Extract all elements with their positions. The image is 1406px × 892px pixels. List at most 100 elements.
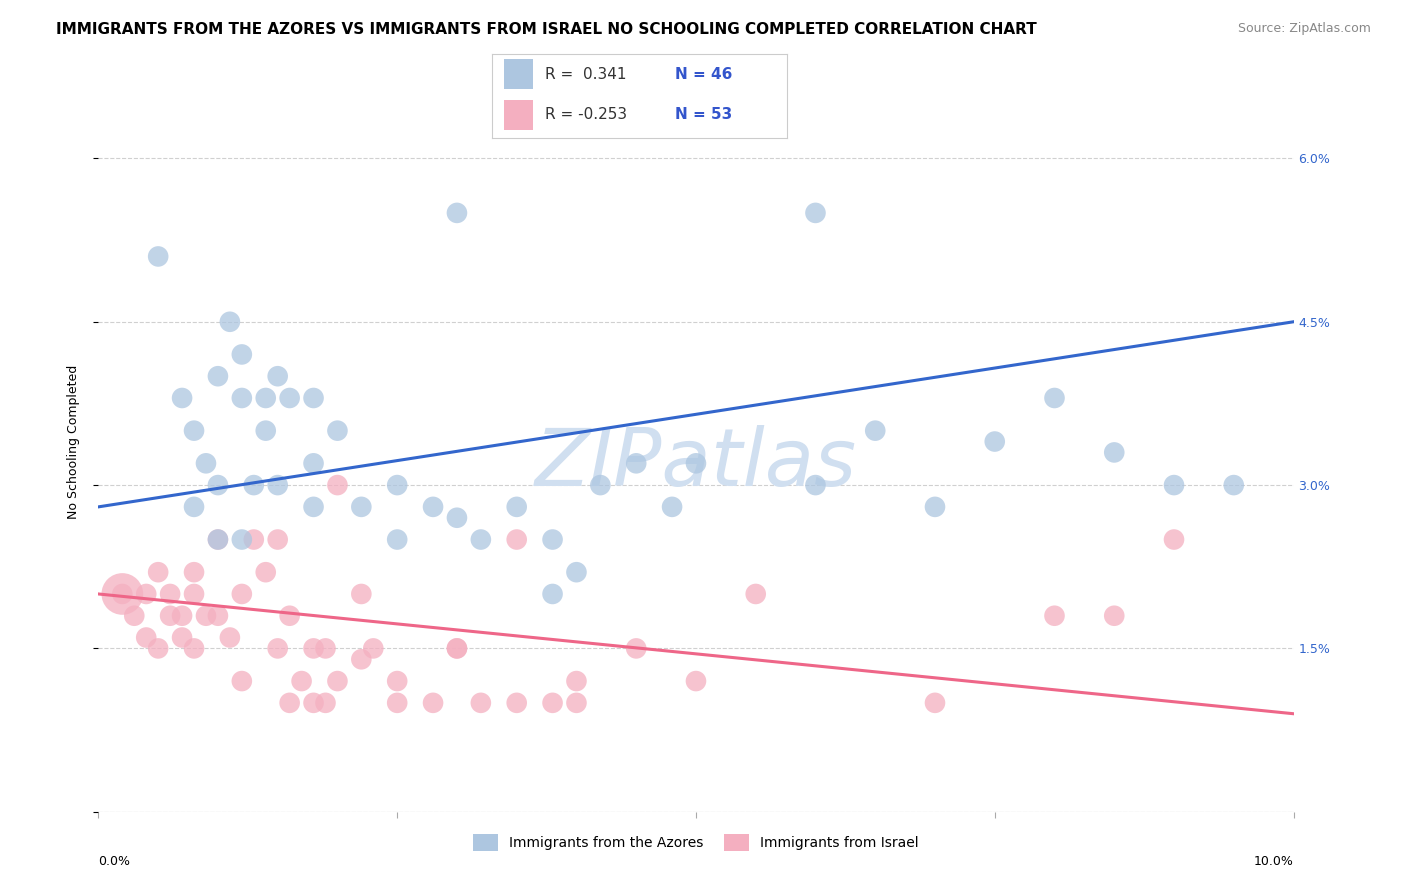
- Point: [243, 478, 266, 492]
- Point: [135, 631, 157, 645]
- Point: [385, 478, 409, 492]
- Point: [267, 369, 290, 384]
- Point: [267, 533, 290, 547]
- Point: [924, 696, 946, 710]
- Y-axis label: No Schooling Completed: No Schooling Completed: [67, 365, 80, 518]
- Point: [506, 533, 529, 547]
- Point: [195, 456, 218, 470]
- Point: [254, 391, 277, 405]
- Point: [422, 696, 444, 710]
- Text: N = 53: N = 53: [675, 107, 733, 122]
- Point: [470, 533, 492, 547]
- Point: [135, 587, 157, 601]
- Text: 10.0%: 10.0%: [1254, 855, 1294, 868]
- Point: [1104, 608, 1126, 623]
- Text: IMMIGRANTS FROM THE AZORES VS IMMIGRANTS FROM ISRAEL NO SCHOOLING COMPLETED CORR: IMMIGRANTS FROM THE AZORES VS IMMIGRANTS…: [56, 22, 1038, 37]
- Point: [172, 391, 194, 405]
- Point: [207, 608, 229, 623]
- Point: [745, 587, 768, 601]
- Point: [219, 315, 242, 329]
- Text: Source: ZipAtlas.com: Source: ZipAtlas.com: [1237, 22, 1371, 36]
- Point: [243, 533, 266, 547]
- Point: [183, 587, 205, 601]
- Point: [350, 500, 373, 514]
- Point: [159, 587, 181, 601]
- Point: [207, 533, 229, 547]
- Point: [148, 565, 170, 579]
- Point: [506, 500, 529, 514]
- Point: [183, 424, 205, 438]
- Point: [626, 641, 648, 656]
- Point: [278, 696, 301, 710]
- Point: [1163, 533, 1185, 547]
- Point: [363, 641, 385, 656]
- Point: [254, 424, 277, 438]
- Text: R = -0.253: R = -0.253: [546, 107, 627, 122]
- Point: [541, 696, 564, 710]
- Point: [685, 456, 707, 470]
- Point: [661, 500, 683, 514]
- Point: [804, 206, 827, 220]
- Point: [111, 587, 134, 601]
- Point: [291, 674, 314, 689]
- Point: [172, 608, 194, 623]
- Point: [1163, 478, 1185, 492]
- Point: [326, 674, 349, 689]
- Point: [172, 631, 194, 645]
- Point: [422, 500, 444, 514]
- Point: [315, 641, 337, 656]
- FancyBboxPatch shape: [503, 60, 533, 89]
- Point: [1223, 478, 1246, 492]
- Point: [219, 631, 242, 645]
- Point: [148, 250, 170, 264]
- Legend: Immigrants from the Azores, Immigrants from Israel: Immigrants from the Azores, Immigrants f…: [467, 829, 925, 856]
- Point: [183, 565, 205, 579]
- Point: [195, 608, 218, 623]
- Point: [267, 641, 290, 656]
- Point: [385, 674, 409, 689]
- Point: [231, 391, 253, 405]
- Point: [1043, 391, 1066, 405]
- Point: [565, 674, 588, 689]
- Point: [1043, 608, 1066, 623]
- Point: [183, 641, 205, 656]
- Point: [278, 391, 301, 405]
- Point: [302, 500, 325, 514]
- Point: [302, 456, 325, 470]
- Point: [446, 641, 468, 656]
- Point: [111, 587, 134, 601]
- Point: [254, 565, 277, 579]
- Point: [865, 424, 887, 438]
- Point: [565, 565, 588, 579]
- Point: [685, 674, 707, 689]
- Point: [183, 500, 205, 514]
- Point: [446, 206, 468, 220]
- Point: [207, 369, 229, 384]
- Point: [315, 696, 337, 710]
- Point: [924, 500, 946, 514]
- Point: [626, 456, 648, 470]
- Point: [326, 424, 349, 438]
- Point: [350, 587, 373, 601]
- Point: [231, 674, 253, 689]
- FancyBboxPatch shape: [503, 100, 533, 130]
- Text: ZIPatlas: ZIPatlas: [534, 425, 858, 503]
- Point: [804, 478, 827, 492]
- Text: R =  0.341: R = 0.341: [546, 67, 627, 82]
- Point: [278, 608, 301, 623]
- Point: [1104, 445, 1126, 459]
- Point: [541, 533, 564, 547]
- Point: [446, 510, 468, 524]
- Point: [506, 696, 529, 710]
- Point: [302, 696, 325, 710]
- Point: [231, 587, 253, 601]
- Point: [124, 608, 146, 623]
- Point: [148, 641, 170, 656]
- Point: [984, 434, 1007, 449]
- Point: [385, 696, 409, 710]
- Point: [231, 533, 253, 547]
- Point: [207, 478, 229, 492]
- Point: [231, 347, 253, 361]
- Text: N = 46: N = 46: [675, 67, 733, 82]
- Text: 0.0%: 0.0%: [98, 855, 131, 868]
